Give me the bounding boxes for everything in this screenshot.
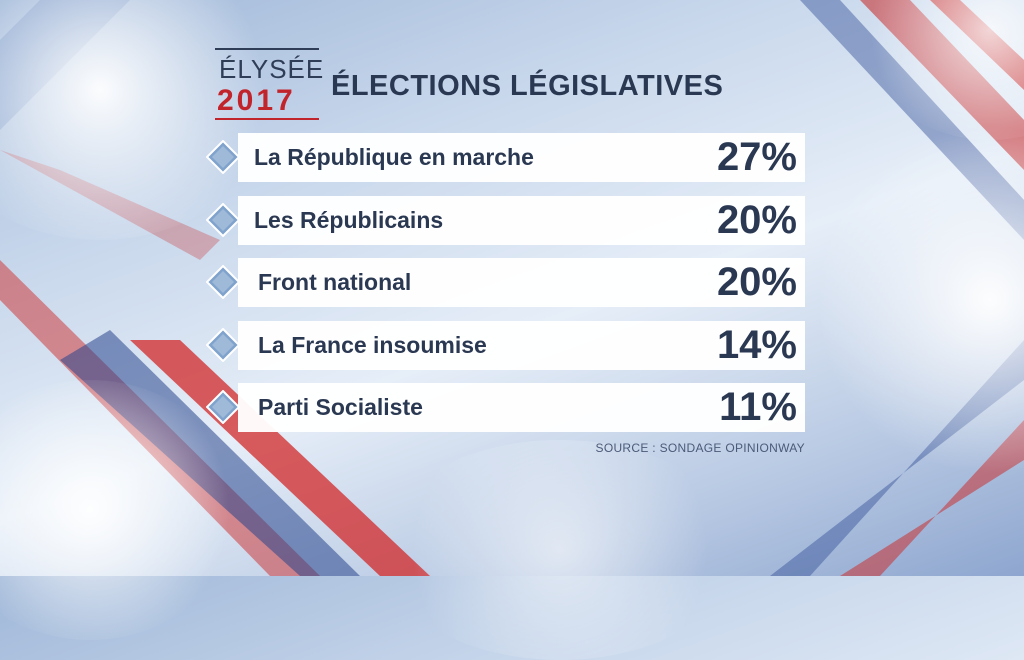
percent-value: 20%	[716, 260, 797, 304]
percent-value: 27%	[716, 135, 797, 179]
party-label: La France insoumise	[258, 331, 487, 358]
result-row: La France insoumise 14%	[238, 320, 805, 370]
party-label: Front national	[258, 269, 412, 295]
result-row: Front national 20%	[238, 258, 805, 307]
result-row: Parti Socialiste 11%	[238, 383, 805, 432]
percent-value: 11%	[719, 385, 797, 429]
result-row: La République en marche 27%	[238, 133, 805, 182]
result-row: Les Républicains 20%	[238, 195, 805, 245]
logo-bottom-rule	[215, 118, 319, 120]
percent-value: 14%	[716, 322, 797, 367]
diamond-icon	[205, 264, 241, 300]
diamond-icon	[205, 389, 241, 425]
source-note: SOURCE : SONDAGE OPINIONWAY	[595, 441, 805, 455]
logo-line2: 2017	[217, 84, 296, 117]
diamond-icon	[205, 139, 241, 175]
elysee-2017-logo: ÉLYSÉE 2017	[215, 48, 325, 120]
page-title: ÉLECTIONS LÉGISLATIVES	[331, 70, 724, 102]
party-label: Les Républicains	[254, 206, 444, 233]
party-label: Parti Socialiste	[258, 394, 423, 420]
diamond-icon	[205, 202, 241, 237]
logo-top-rule	[215, 48, 319, 50]
diamond-icon	[205, 327, 241, 362]
party-label: La République en marche	[254, 144, 534, 170]
percent-value: 20%	[716, 197, 797, 242]
results-table: La République en marche 27% Les Républicai…	[205, 133, 805, 432]
logo-line1: ÉLYSÉE	[219, 54, 325, 84]
